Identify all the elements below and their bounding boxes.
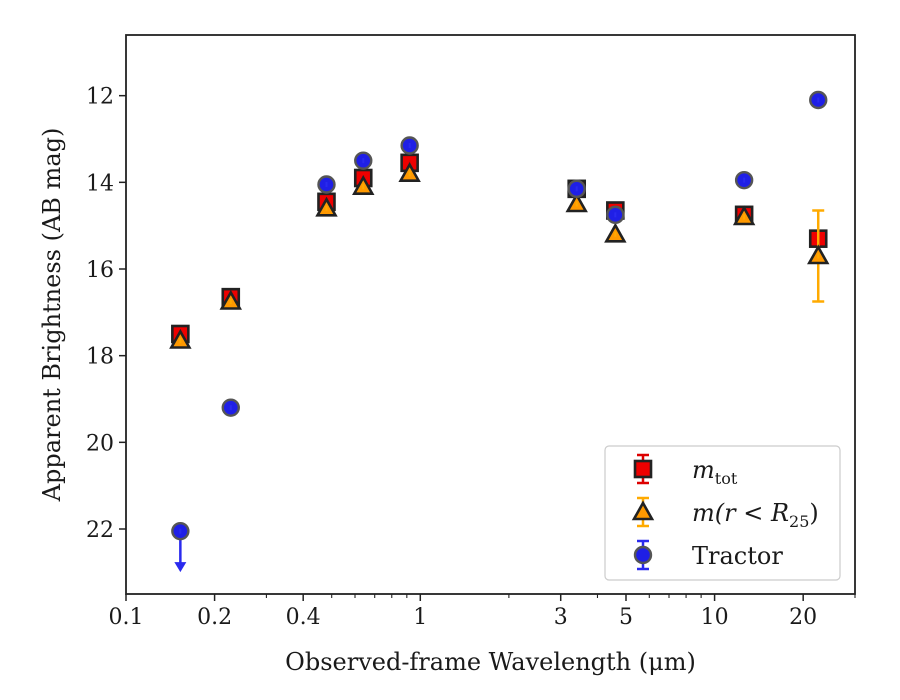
x-tick-label: 10: [701, 605, 729, 630]
legend: mtot m(r < R25) Tractor: [604, 445, 841, 581]
data-marks: [169, 90, 830, 573]
tractor-limit-arrow: [174, 562, 187, 573]
legend-label-main: m: [692, 456, 715, 484]
y-tick-label: 14: [86, 171, 114, 196]
y-tick-label: 22: [86, 518, 114, 543]
legend-item-mtot: mtot: [633, 453, 738, 488]
y-tick-label: 20: [86, 431, 114, 456]
x-tick-label: 3: [554, 605, 568, 630]
legend-label: mtot: [692, 456, 738, 488]
legend-marker: [633, 459, 653, 479]
legend-label: m(r < R25): [692, 499, 819, 531]
y-tick-label: 12: [86, 85, 114, 110]
x-tick-label: 20: [789, 605, 817, 630]
x-tick-label: 5: [619, 605, 633, 630]
axis-ticks: 0.1 0.2 0.4 1 3 5 10 20 12 14 16 18 20 22: [86, 85, 856, 630]
legend-item-tractor: Tractor: [633, 539, 783, 571]
legend-marker: [633, 545, 653, 565]
y-tick-label: 16: [86, 258, 114, 283]
legend-frame: [604, 445, 841, 581]
series-mr25: [169, 162, 830, 349]
legend-label-subscript: 25: [789, 512, 809, 531]
legend-label-subscript: tot: [715, 469, 738, 488]
legend-label-main: m(r < R: [692, 499, 789, 527]
x-tick-label: 0.1: [109, 605, 144, 630]
legend-item-mr25: m(r < R25): [631, 496, 819, 531]
legend-marker: [631, 500, 655, 521]
legend-label-main: Tractor: [692, 542, 783, 570]
legend-label: Tractor: [692, 542, 783, 570]
y-tick-label: 18: [86, 345, 114, 370]
x-axis-label: Observed-frame Wavelength (μm): [285, 648, 696, 676]
x-tick-label: 0.4: [286, 605, 321, 630]
legend-label-tail: ): [809, 499, 818, 527]
x-tick-label: 0.2: [197, 605, 232, 630]
series-tractor: [171, 90, 828, 573]
x-tick-label: 1: [413, 605, 427, 630]
y-axis-label: Apparent Brightness (AB mag): [38, 128, 66, 503]
